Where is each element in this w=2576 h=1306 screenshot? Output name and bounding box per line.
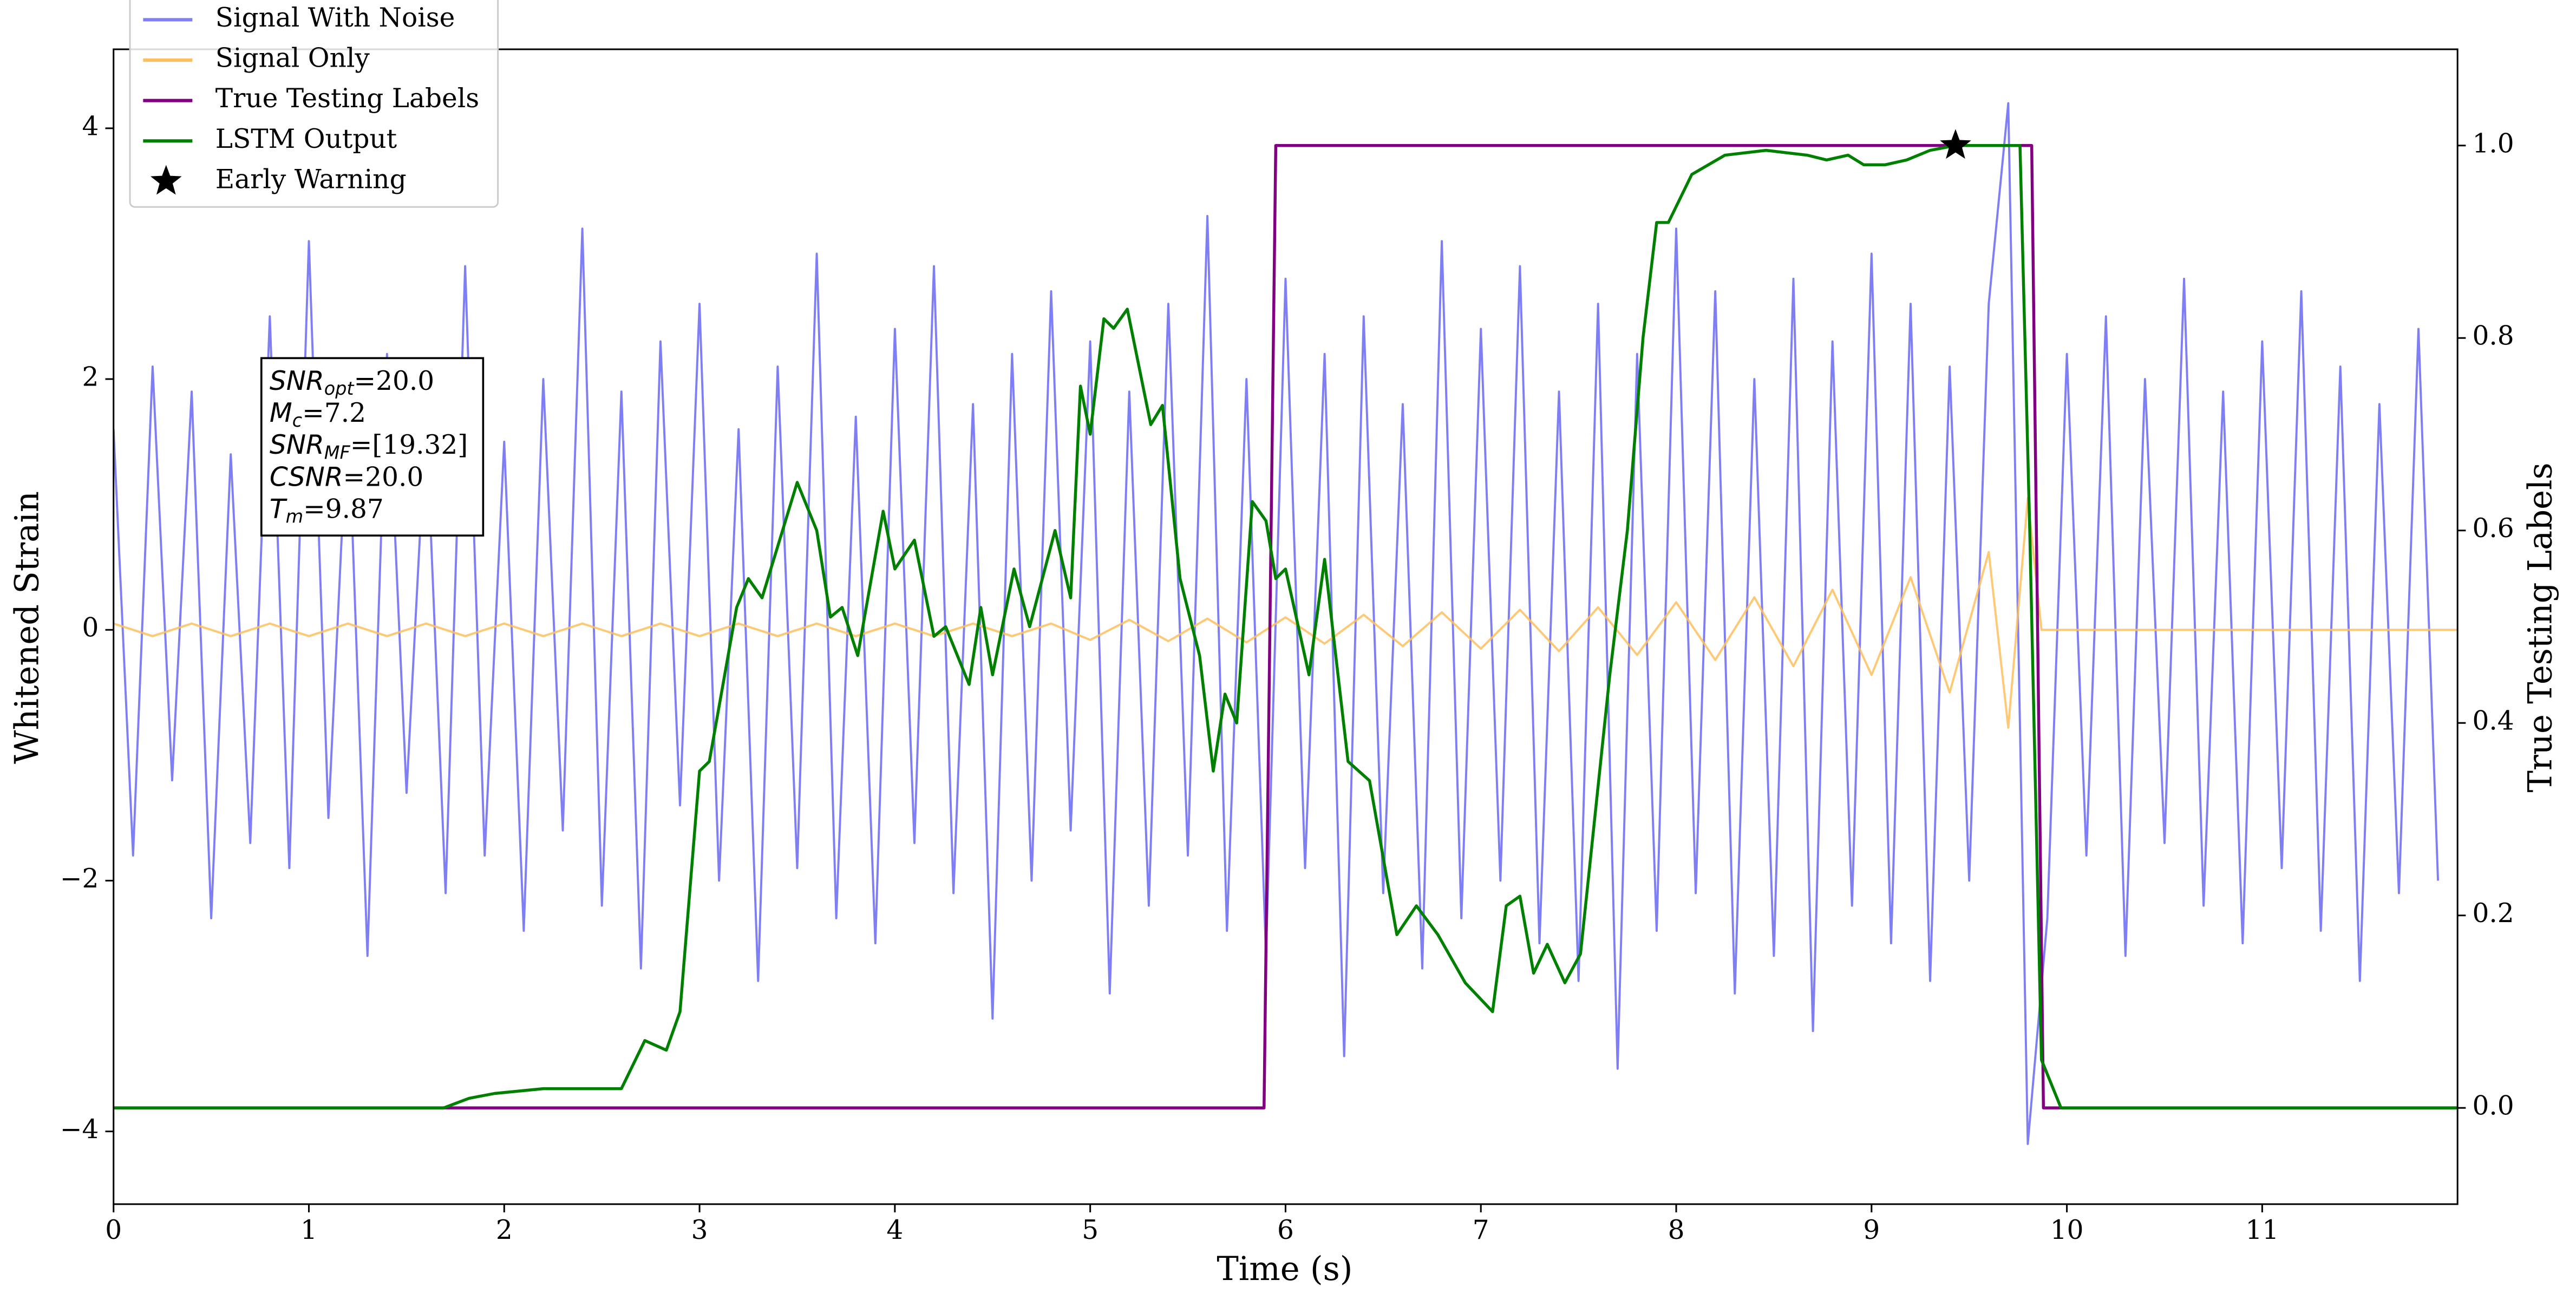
plot-area xyxy=(113,102,2458,1145)
annotation-text: =[19.32] xyxy=(350,430,468,460)
y-tick-label: 2 xyxy=(82,362,99,393)
annotation: SNRopt=20.0Mc=7.2SNRMF=[19.32]CSNR=20.0T… xyxy=(260,357,485,537)
x-tick-label: 8 xyxy=(1668,1215,1685,1245)
annotation-symbol: T xyxy=(270,494,287,525)
x-tick-label: 1 xyxy=(300,1215,317,1245)
legend-marker xyxy=(150,165,182,195)
annotation-subscript: MF xyxy=(324,442,351,463)
annotation-symbol: CSNR xyxy=(270,462,343,492)
y-tick-label: −2 xyxy=(60,864,99,894)
legend-box xyxy=(129,0,499,208)
x-axis-label: Time (s) xyxy=(1217,1250,1352,1288)
y-tick-label: 4 xyxy=(82,111,99,141)
x-tick-label: 7 xyxy=(1473,1215,1489,1245)
series-line xyxy=(113,102,2440,1145)
annotation-symbol: SNR xyxy=(270,366,324,396)
x-tick-label: 2 xyxy=(496,1215,513,1245)
annotation-text: =20.0 xyxy=(343,462,424,492)
annotation-line: Mc=7.2 xyxy=(270,398,366,431)
x-tick-label: 3 xyxy=(691,1215,708,1245)
series-line xyxy=(113,497,2458,729)
y2-tick-label: 0.0 xyxy=(2472,1091,2514,1121)
y2-tick-label: 0.8 xyxy=(2472,321,2514,351)
annotation-text: =7.2 xyxy=(302,398,366,428)
x-tick-label: 11 xyxy=(2246,1215,2279,1245)
x-tick-label: 10 xyxy=(2050,1215,2084,1245)
series-line xyxy=(113,144,2458,1109)
y2-axis-label: True Testing Labels xyxy=(2522,462,2560,792)
x-tick-label: 9 xyxy=(1863,1215,1880,1245)
annotation-subscript: m xyxy=(286,506,304,527)
axes-frame xyxy=(113,48,2459,1205)
y2-tick-label: 0.4 xyxy=(2472,706,2514,736)
legend-label: Signal Only xyxy=(215,43,370,74)
annotation-box xyxy=(260,357,485,537)
annotation-text: =9.87 xyxy=(303,494,384,524)
legend: Signal With Noise Signal Only True Testing… xyxy=(129,0,499,208)
y2-tick-label: 0.6 xyxy=(2472,513,2514,544)
annotation-subscript: c xyxy=(292,410,302,431)
legend-label: True Testing Labels xyxy=(215,83,479,114)
legend-label: LSTM Output xyxy=(215,124,397,154)
annotation-symbol: SNR xyxy=(270,430,324,460)
y2-tick-label: 0.2 xyxy=(2472,898,2514,929)
annotation-line: Tm=9.87 xyxy=(270,494,384,527)
y2-tick-label: 1.0 xyxy=(2472,128,2514,159)
annotation-subscript: opt xyxy=(324,378,355,399)
legend-label: Signal With Noise xyxy=(215,3,455,33)
early-warning-marker xyxy=(1940,129,1971,159)
y-tick-label: −4 xyxy=(60,1114,99,1145)
x-tick-label: 0 xyxy=(105,1215,122,1245)
annotation-text: =20.0 xyxy=(354,365,434,396)
x-tick-label: 4 xyxy=(886,1215,903,1245)
x-tick-label: 5 xyxy=(1082,1215,1099,1245)
y-axis-label: Whitened Strain xyxy=(9,491,47,764)
annotation-line: SNRMF=[19.32] xyxy=(270,430,468,463)
annotation-line: SNRopt=20.0 xyxy=(270,365,434,399)
y-tick-label: 0 xyxy=(82,613,99,643)
annotation-symbol: M xyxy=(270,398,292,428)
x-tick-label: 6 xyxy=(1277,1215,1294,1245)
annotation-line: CSNR=20.0 xyxy=(270,462,423,493)
legend-label: Early Warning xyxy=(215,164,407,194)
